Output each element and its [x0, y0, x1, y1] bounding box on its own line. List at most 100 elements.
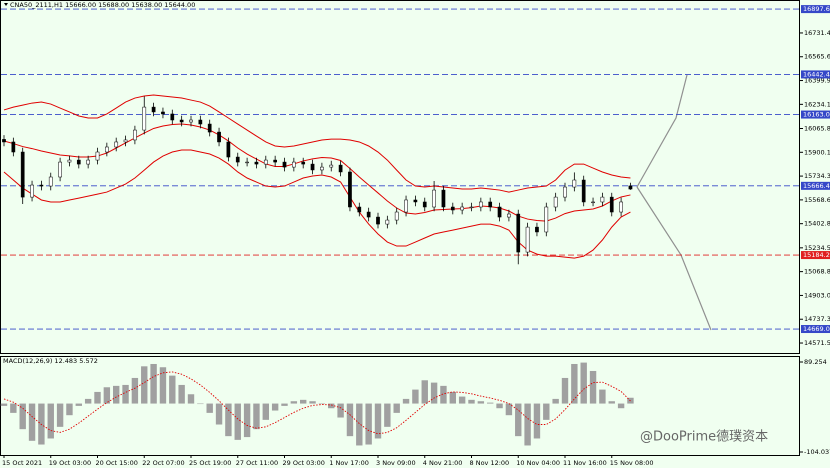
macd-bar	[197, 403, 204, 405]
macd-bar	[159, 367, 167, 404]
macd-bar	[543, 403, 550, 420]
candle-body	[422, 201, 427, 208]
candle-body	[39, 184, 44, 187]
candle-body	[413, 199, 418, 203]
candle-body	[133, 129, 137, 141]
candle-body	[142, 106, 147, 131]
x-tick-label: 1 Nov 17:00	[329, 459, 369, 467]
macd-bar	[440, 385, 447, 404]
candle-body	[544, 206, 549, 233]
macd-bar	[468, 399, 475, 404]
macd-bar	[571, 363, 578, 404]
x-tick-label: 15 Oct 2021	[2, 459, 42, 467]
x-tick-label: 10 Nov 04:00	[516, 459, 560, 467]
candle-body	[357, 206, 362, 213]
macd-bar	[309, 401, 316, 404]
candle-body	[479, 201, 483, 208]
y-tick-label: 14571.55	[804, 339, 830, 347]
x-tick-label: 29 Oct 03:00	[283, 459, 325, 467]
candle-body	[273, 159, 277, 163]
macd-signal	[3, 371, 631, 435]
candle-body	[450, 206, 455, 211]
candle-body	[320, 166, 324, 171]
macd-bar	[28, 403, 36, 441]
macd-bar	[393, 403, 400, 413]
candle-body	[488, 201, 493, 208]
bollinger-band	[3, 149, 631, 259]
candle-body	[366, 211, 371, 218]
macd-bar	[524, 403, 531, 446]
candle-body	[67, 159, 72, 163]
level-label: 16442.48	[803, 70, 830, 78]
y-tick-label: 16234.15	[804, 100, 830, 108]
y-tick-label: 14903.05	[804, 291, 830, 299]
macd-bar	[533, 403, 541, 439]
candle-body	[591, 201, 595, 204]
chart-title: CNA50_2111,H1 15666.00 15688.00 15638.00…	[10, 1, 195, 9]
candle-body	[189, 119, 193, 123]
y-tick-label: 14737.30	[804, 315, 830, 323]
macd-bar	[402, 398, 410, 404]
macd-bar	[412, 389, 419, 404]
macd-bar	[113, 385, 120, 404]
candle-body	[329, 164, 334, 168]
macd-bar	[589, 370, 597, 404]
macd-bar	[131, 377, 139, 404]
macd-bar	[56, 403, 64, 427]
candle-body	[525, 226, 530, 253]
bollinger-band	[3, 94, 631, 193]
macd-bar	[94, 391, 101, 404]
level-label: 14669.06	[803, 325, 830, 333]
candle-body	[535, 226, 539, 233]
macd-bar	[75, 403, 82, 406]
macd-title: MACD(12,26,9) 12.483 5.572	[3, 357, 98, 365]
y-tick-label: 16399.90	[804, 77, 830, 85]
macd-bar	[421, 380, 428, 404]
bollinger-band	[3, 123, 631, 222]
candle-body	[441, 189, 446, 208]
candle-body	[217, 131, 221, 143]
x-tick-label: 25 Oct 19:00	[189, 459, 231, 467]
level-label-box	[801, 325, 830, 334]
candle-body	[553, 196, 558, 208]
macd-bar	[10, 403, 17, 413]
candle-body	[30, 184, 34, 198]
candle-body	[48, 176, 53, 187]
macd-bar	[346, 403, 354, 437]
level-label: 16163.00	[803, 111, 830, 119]
x-tick-label: 27 Oct 11:00	[236, 459, 278, 467]
macd-bar	[122, 384, 129, 404]
candle-body	[292, 161, 296, 168]
macd-bar	[328, 403, 335, 409]
price-panel-frame	[0, 0, 800, 354]
candle-body	[58, 161, 62, 178]
macd-bar	[169, 375, 176, 404]
candle-body	[628, 185, 633, 190]
macd-bar	[449, 391, 456, 404]
level-label: 16897.60	[803, 5, 830, 13]
y-tick-label: 15900.10	[804, 148, 830, 156]
macd-bar	[84, 398, 92, 404]
macd-bar	[215, 403, 223, 425]
macd-bar	[374, 403, 382, 439]
candle-body	[619, 201, 623, 213]
candle-body	[263, 159, 268, 165]
candle-body	[469, 206, 474, 209]
macd-bar	[337, 403, 344, 418]
candle-body	[2, 139, 6, 143]
candle-body	[151, 106, 156, 113]
macd-bar	[430, 382, 438, 404]
projection-arrow-up	[636, 74, 688, 188]
candle-body	[348, 171, 352, 208]
macd-bar	[234, 403, 241, 440]
candle-body	[310, 163, 315, 171]
candle-body	[245, 161, 249, 164]
macd-panel-frame	[0, 356, 800, 456]
candle-body	[282, 161, 287, 168]
y-tick-label: -104.037	[804, 448, 830, 456]
macd-bar	[608, 401, 615, 404]
macd-bar	[141, 366, 148, 404]
candle-body	[123, 139, 128, 143]
y-tick-label: 16065.85	[804, 124, 830, 132]
